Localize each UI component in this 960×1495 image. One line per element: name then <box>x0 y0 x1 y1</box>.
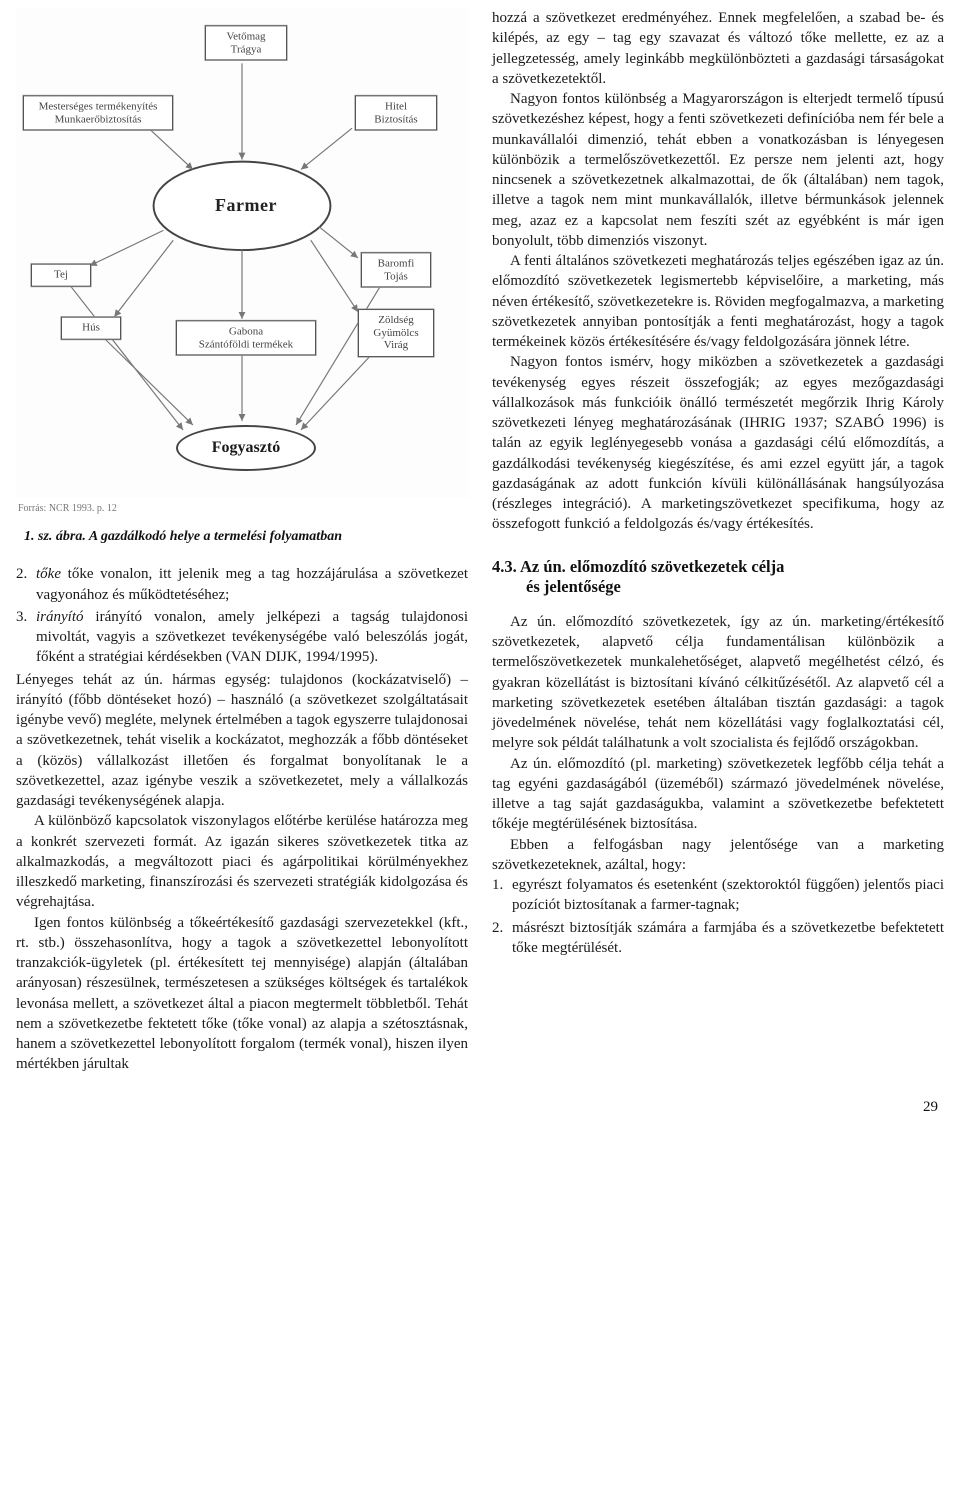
node-tej: Tej <box>31 264 91 287</box>
node-hus: Hús <box>61 317 121 340</box>
diagram-farmer-flow: VetőmagTrágya Mesterséges termékenyítésM… <box>16 8 468 498</box>
list-item-3: 3. irányító irányító vonalon, amely jelk… <box>16 607 468 668</box>
node-fogyaszto: Fogyasztó <box>176 425 316 471</box>
right-list-1: 1. egyrészt folyamatos és esetenként (sz… <box>492 875 944 916</box>
figure-caption: 1. sz. ábra. A gazdálkodó helye a termel… <box>24 528 460 547</box>
node-zoldseg: ZöldségGyümölcsVirág <box>358 309 434 357</box>
left-p3: Igen fontos különbség a tőkeértékesítő g… <box>16 913 468 1075</box>
right-p3: A fenti általános szövetkezeti meghatáro… <box>492 251 944 352</box>
node-gabona: GabonaSzántóföldi termékek <box>176 320 316 355</box>
right-p1: hozzá a szövetkezet eredményéhez. Ennek … <box>492 8 944 89</box>
node-top-right: HitelBiztosítás <box>355 95 437 130</box>
right-p2: Nagyon fontos különbség a Magyarországon… <box>492 89 944 251</box>
left-p1: Lényeges tehát az ún. hármas egység: tul… <box>16 670 468 812</box>
node-top: VetőmagTrágya <box>205 25 287 60</box>
left-column: VetőmagTrágya Mesterséges termékenyítésM… <box>16 8 468 1075</box>
page-number: 29 <box>0 1091 960 1127</box>
right-p4: Nagyon fontos ismérv, hogy miközben a sz… <box>492 352 944 534</box>
right-p7: Ebben a felfogásban nagy jelentősége van… <box>492 835 944 876</box>
page-container: VetőmagTrágya Mesterséges termékenyítésM… <box>0 0 960 1091</box>
section-heading-4-3: 4.3. Az ún. előmozdító szövetkezetek cél… <box>492 557 944 598</box>
figure-source: Forrás: NCR 1993. p. 12 <box>16 498 468 518</box>
right-list-2: 2. másrészt biztosítják számára a farmjá… <box>492 918 944 959</box>
list-item-2: 2. tőke tőke vonalon, itt jelenik meg a … <box>16 564 468 605</box>
node-baromfi: BaromfiTojás <box>361 252 431 287</box>
right-column: hozzá a szövetkezet eredményéhez. Ennek … <box>492 8 944 1075</box>
node-top-left: Mesterséges termékenyítésMunkaerőbiztosí… <box>23 95 173 130</box>
figure-1: VetőmagTrágya Mesterséges termékenyítésM… <box>16 8 468 518</box>
right-p6: Az ún. előmozdító (pl. marketing) szövet… <box>492 754 944 835</box>
left-p2: A különböző kapcsolatok viszonylagos elő… <box>16 811 468 912</box>
node-farmer-label: Farmer <box>215 193 277 217</box>
right-p5: Az ún. előmozdító szövetkezetek, így az … <box>492 612 944 754</box>
